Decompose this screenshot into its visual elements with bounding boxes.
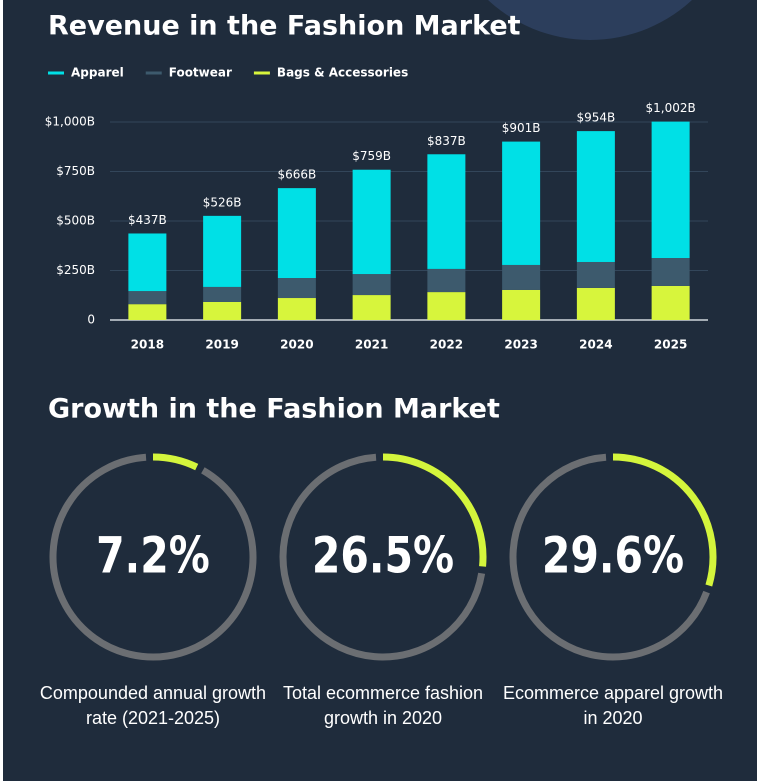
bar-segment [277,278,316,299]
bar-segment [128,304,167,320]
x-tick-label: 2019 [205,338,238,352]
bar-segment [576,287,615,320]
gauge-arc [612,453,717,587]
bar-segment [427,268,466,293]
gauge-track [49,453,257,661]
bar-segment [427,154,466,269]
bar-segment [576,131,615,262]
bar-segment [203,301,242,320]
bar-segment [576,261,615,288]
chart-title: Revenue in the Fashion Market [48,11,521,42]
x-tick-label: 2024 [579,338,612,352]
x-tick-label: 2018 [131,338,164,352]
x-tick-label: 2023 [504,338,537,352]
y-tick-label: 0 [87,313,95,327]
bar-segment [277,188,316,279]
x-tick-label: 2022 [430,338,463,352]
bar-segment [128,291,167,305]
legend-label: Footwear [169,66,232,80]
gauge-arc [382,453,487,567]
total-label: $437B [128,213,167,227]
gauge-value: 29.6% [542,527,684,585]
background [3,0,757,781]
gauge-arc [152,453,199,471]
bar-segment [651,285,690,320]
x-tick-label: 2025 [654,338,687,352]
bar-segment [427,292,466,320]
y-tick-label: $1,000B [45,115,95,129]
total-label: $759B [352,149,391,163]
decoration [488,0,692,40]
bar-segment [502,289,541,320]
bar-segment [502,264,541,290]
total-label: $526B [203,195,242,209]
bar-segment [502,141,541,265]
bar-segment [651,121,690,259]
total-label: $954B [576,111,615,125]
legend-label: Apparel [71,66,124,80]
gauge-value: 7.2% [96,527,210,585]
total-label: $837B [427,134,466,148]
legend-label: Bags & Accessories [277,66,408,80]
total-label: $666B [277,168,316,182]
gauge-caption: Compounded annual growth rate (2021-2025… [39,683,267,728]
gauge-track [509,453,710,661]
bar-segment [352,274,391,296]
bar-segment [128,233,167,292]
gauge-caption: Total ecommerce fashion growth in 2020 [282,683,484,728]
total-label: $901B [502,121,541,135]
bar-segment [651,258,690,286]
bar-segment [203,215,242,287]
gauge-caption: Ecommerce apparel growth in 2020 [502,683,724,728]
x-tick-label: 2020 [280,338,313,352]
gauge-value: 26.5% [312,527,454,585]
y-tick-label: $500B [56,214,95,228]
gauge-track [279,453,486,661]
y-tick-label: $250B [56,263,95,277]
bar-segment [203,286,242,302]
section-title: Growth in the Fashion Market [48,394,500,425]
bar-segment [352,295,391,320]
bar-segment [277,298,316,320]
x-tick-label: 2021 [355,338,388,352]
y-tick-label: $750B [56,164,95,178]
total-label: $1,002B [646,101,696,115]
bar-segment [352,169,391,275]
